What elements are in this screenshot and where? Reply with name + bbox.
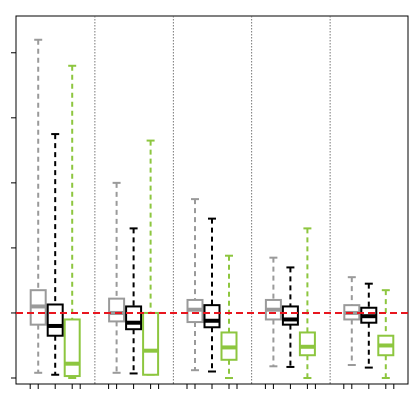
box <box>46 303 64 337</box>
box <box>63 318 81 378</box>
box <box>298 331 316 357</box>
box <box>142 311 160 376</box>
box <box>281 305 299 326</box>
box <box>125 305 143 331</box>
box <box>203 304 221 329</box>
box <box>108 297 126 323</box>
